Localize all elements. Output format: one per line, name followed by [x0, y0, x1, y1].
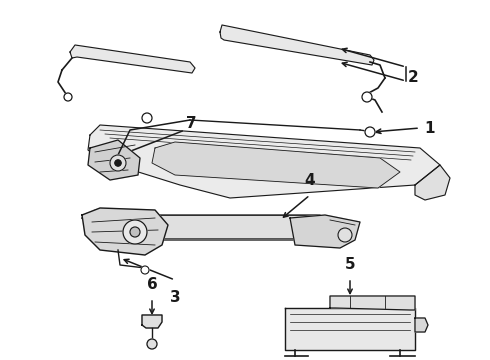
Text: 5: 5: [344, 257, 355, 272]
Circle shape: [64, 93, 72, 101]
Text: 2: 2: [408, 69, 419, 85]
Polygon shape: [290, 215, 360, 248]
Circle shape: [130, 227, 140, 237]
Polygon shape: [152, 142, 400, 188]
Circle shape: [115, 160, 121, 166]
Polygon shape: [70, 45, 195, 73]
Text: 3: 3: [170, 290, 180, 305]
Polygon shape: [88, 140, 140, 180]
Polygon shape: [88, 125, 440, 198]
Text: 7: 7: [186, 116, 196, 131]
Polygon shape: [330, 296, 415, 310]
Circle shape: [147, 339, 157, 349]
Polygon shape: [142, 315, 162, 328]
Text: 1: 1: [424, 121, 435, 135]
Circle shape: [365, 127, 375, 137]
Circle shape: [338, 228, 352, 242]
Circle shape: [141, 266, 149, 274]
Polygon shape: [415, 165, 450, 200]
Polygon shape: [415, 318, 428, 332]
Text: 6: 6: [147, 277, 157, 292]
Circle shape: [110, 155, 126, 171]
Circle shape: [362, 92, 372, 102]
Polygon shape: [82, 210, 330, 240]
Polygon shape: [285, 308, 415, 350]
Circle shape: [123, 220, 147, 244]
Polygon shape: [220, 25, 374, 65]
Polygon shape: [82, 208, 168, 255]
Text: 4: 4: [305, 173, 315, 188]
Circle shape: [142, 113, 152, 123]
